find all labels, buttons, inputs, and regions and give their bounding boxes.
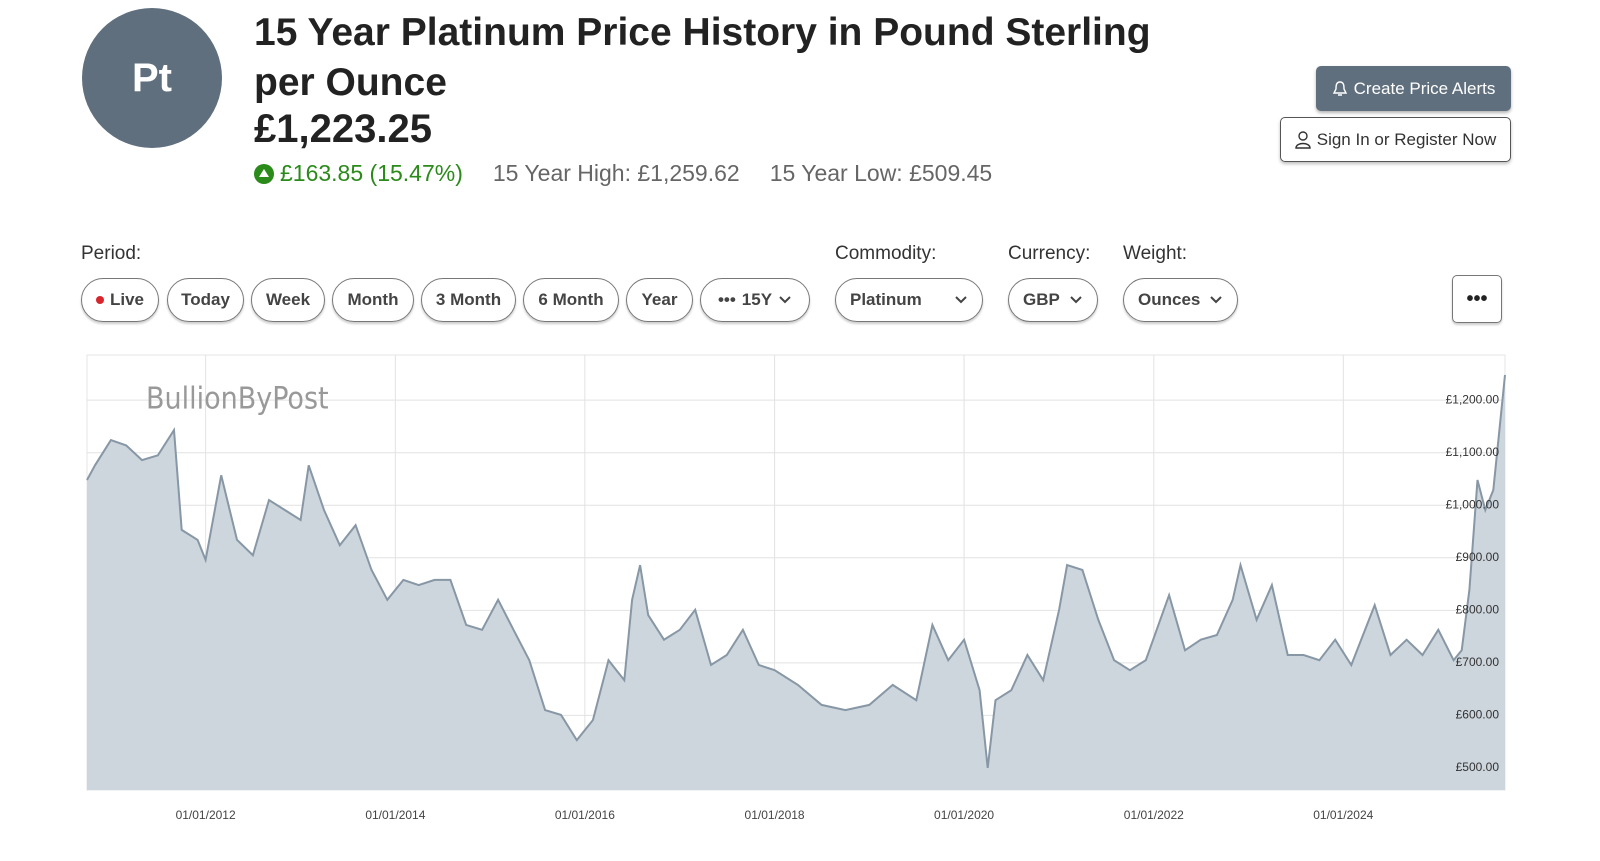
y-tick-label: £600.00: [1456, 708, 1500, 722]
y-tick-label: £500.00: [1456, 760, 1500, 774]
y-tick-label: £1,000.00: [1446, 497, 1500, 511]
user-icon: [1295, 130, 1311, 149]
period-text: Week: [265, 290, 311, 309]
period-text: 3 Month: [435, 290, 502, 309]
currency-label: Currency:: [1008, 243, 1091, 264]
page-title: 15 Year Platinum Price History in Pound …: [254, 11, 1151, 104]
chevron: [1070, 296, 1082, 304]
more-button[interactable]: •••: [1452, 275, 1502, 323]
period-button[interactable]: Month: [332, 278, 414, 322]
period-button[interactable]: Today: [167, 278, 244, 322]
period-text: Month: [347, 290, 399, 309]
weight-dropdown[interactable]: Ounces: [1123, 278, 1238, 322]
period-text: Live: [109, 290, 145, 309]
period-button[interactable]: Week: [251, 278, 325, 322]
y-tick-label: £700.00: [1456, 655, 1500, 669]
x-tick-label: 01/01/2012: [176, 808, 236, 822]
dropdown-text: Platinum: [850, 290, 922, 309]
up-icon: [254, 163, 274, 184]
period-text: 6 Month: [538, 290, 604, 309]
commodity-dropdown[interactable]: Platinum: [835, 278, 983, 322]
x-tick-label: 01/01/2014: [365, 808, 425, 822]
chevron: [1210, 296, 1222, 304]
chevron: [779, 296, 791, 304]
button-text: Sign In or Register Now: [1316, 129, 1497, 149]
x-tick-label: 01/01/2022: [1124, 808, 1184, 822]
period-label: Period:: [81, 243, 142, 264]
change-text: £163.85 (15.47%): [280, 160, 463, 186]
period-text: Year: [641, 290, 678, 309]
button-text: Create Price Alerts: [1353, 78, 1496, 98]
current-price: £1,223.25: [254, 107, 432, 151]
x-tick-label: 01/01/2018: [745, 808, 805, 822]
period-dropdown[interactable]: ••• 15Y: [700, 278, 810, 322]
sign-in-button[interactable]: Sign In or Register Now: [1280, 117, 1511, 162]
period-button[interactable]: Live: [81, 278, 159, 322]
chevron: [955, 296, 967, 304]
commodity-label: Commodity:: [835, 243, 937, 264]
area: [87, 375, 1505, 790]
symbol-logo: Pt: [82, 8, 222, 148]
period-button[interactable]: 6 Month: [523, 278, 619, 322]
bell-icon: [1332, 80, 1347, 96]
period-button[interactable]: Year: [626, 278, 693, 322]
x-tick-label: 01/01/2016: [555, 808, 615, 822]
y-tick-label: £1,100.00: [1446, 445, 1500, 459]
dropdown-text: Ounces: [1138, 290, 1201, 309]
dots-icon: •••: [717, 290, 736, 309]
low: 15 Year Low: £509.45: [769, 160, 993, 186]
high: 15 Year High: £1,259.62: [492, 160, 740, 186]
price-stats: £163.85 (15.47%) 15 Year High: £1,259.62…: [254, 160, 992, 187]
weight-label: Weight:: [1123, 243, 1188, 264]
y-tick-label: £1,200.00: [1446, 392, 1500, 406]
dropdown-text: GBP: [1023, 290, 1060, 309]
x-tick-label: 01/01/2024: [1313, 808, 1373, 822]
period-text: 15Y: [741, 290, 773, 309]
change: £163.85 (15.47%): [254, 160, 463, 187]
period-text: Today: [181, 290, 230, 309]
create-alerts-button[interactable]: Create Price Alerts: [1316, 66, 1511, 111]
y-tick-label: £900.00: [1456, 550, 1500, 564]
watermark: BullionByPost: [146, 382, 329, 417]
x-tick-label: 01/01/2020: [934, 808, 994, 822]
y-tick-label: £800.00: [1456, 602, 1500, 616]
period-button[interactable]: 3 Month: [421, 278, 516, 322]
line: [86, 374, 1506, 769]
currency-dropdown[interactable]: GBP: [1008, 278, 1098, 322]
live-dot: [95, 296, 104, 304]
